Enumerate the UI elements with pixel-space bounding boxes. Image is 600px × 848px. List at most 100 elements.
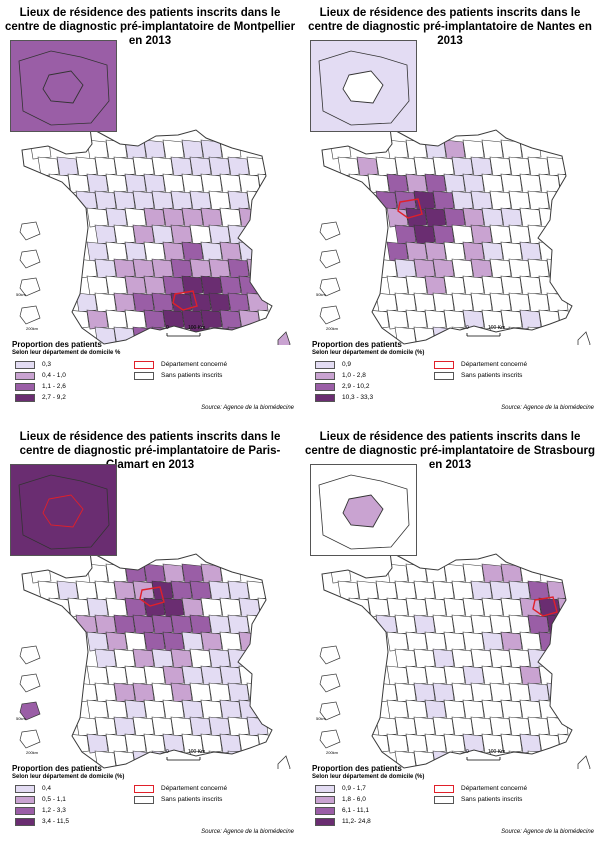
department-cell (538, 631, 561, 652)
department-cell (75, 258, 98, 279)
department-cell (375, 580, 398, 601)
department-cell (451, 614, 474, 635)
department-cell (394, 648, 417, 669)
map-legend: Proportion des patients Selon leur départ… (12, 764, 297, 829)
overseas-territory (319, 645, 341, 665)
department-cell (132, 614, 155, 635)
department-cell (124, 699, 147, 720)
department-cell (386, 733, 409, 754)
no-patients-label: Sans patients inscrits (161, 372, 223, 379)
department-cell (143, 631, 166, 652)
no-patients-swatch (134, 796, 154, 804)
department-cell (162, 563, 185, 584)
department-cell (162, 699, 185, 720)
department-cell (386, 631, 409, 652)
legend-class-label: 0,9 - 1,7 (342, 785, 366, 792)
department-cell (105, 563, 128, 584)
department-cell (432, 292, 455, 313)
department-cell (519, 699, 542, 720)
department-cell (413, 716, 436, 737)
overseas-territory (19, 729, 41, 749)
department-cell (405, 309, 428, 330)
department-cell (386, 241, 409, 262)
legend-class-label: 1,1 - 2,6 (42, 383, 66, 390)
department-cell (67, 309, 90, 330)
corsica (277, 331, 291, 345)
department-cell (113, 648, 136, 669)
department-cell (143, 597, 166, 618)
department-cell (162, 173, 185, 194)
department-cell (86, 241, 109, 262)
department-cell (143, 173, 166, 194)
department-cell (219, 733, 242, 754)
legend-class-3: 6,1 - 11,1 (312, 807, 597, 818)
department-cell (443, 699, 466, 720)
department-cell (170, 224, 193, 245)
concerned-department (139, 586, 165, 607)
department-cell (356, 156, 379, 177)
department-cell (481, 241, 504, 262)
department-cell (462, 597, 485, 618)
overseas-territory (19, 645, 41, 665)
department-cell (519, 207, 542, 228)
department-cell (432, 224, 455, 245)
department-cell (151, 292, 174, 313)
department-cell (170, 292, 193, 313)
legend-title: Proportion des patients (312, 764, 402, 773)
department-cell (219, 173, 242, 194)
department-cell (94, 258, 117, 279)
legend-class-4: 3,4 - 11,5 (12, 818, 297, 829)
department-cell (113, 190, 136, 211)
department-cell (181, 699, 204, 720)
department-cell (432, 580, 455, 601)
department-cell (246, 716, 269, 737)
department-cell (162, 631, 185, 652)
department-cell (538, 241, 561, 262)
legend-class-4: 11,2- 24,8 (312, 818, 597, 829)
department-cell (527, 580, 550, 601)
department-cell (151, 648, 174, 669)
overseas-territory (319, 673, 341, 693)
department-cell (443, 207, 466, 228)
department-cell (208, 716, 231, 737)
department-cell (48, 597, 71, 618)
department-cell (386, 207, 409, 228)
legend-swatch (15, 372, 35, 380)
inset-scale-50: 50km (16, 292, 26, 297)
department-cell (500, 631, 523, 652)
department-cell (462, 699, 485, 720)
department-cell (132, 258, 155, 279)
legend-title: Proportion des patients (12, 764, 102, 773)
inset-scale-200: 200km (26, 326, 39, 331)
department-cell (94, 682, 117, 703)
department-cell (432, 716, 455, 737)
department-cell (481, 665, 504, 686)
panel-title: Lieux de résidence des patients inscrits… (308, 7, 592, 47)
department-cell (375, 716, 398, 737)
legend-subtitle: Selon leur département de domicile % (12, 350, 121, 356)
department-cell (181, 563, 204, 584)
department-cell (500, 207, 523, 228)
department-cell (451, 580, 474, 601)
department-cell (124, 207, 147, 228)
map-panel-west: Lieux de résidence des patients inscrits… (300, 0, 600, 424)
department-cell (151, 190, 174, 211)
department-cell (208, 648, 231, 669)
department-cell (162, 309, 185, 330)
department-cell (386, 597, 409, 618)
department-cell (462, 207, 485, 228)
department-cell (162, 733, 185, 754)
department-cell (424, 275, 447, 296)
department-cell (424, 699, 447, 720)
department-cell (546, 156, 569, 177)
department-cell (481, 699, 504, 720)
department-cell (208, 156, 231, 177)
legend-swatch (15, 807, 35, 815)
department-cell (443, 631, 466, 652)
legend-class-2: 0,4 - 1,0 Sans patients inscrits (12, 372, 297, 383)
department-cell (546, 716, 569, 737)
concerned-department (172, 290, 198, 311)
overseas-territory (319, 221, 341, 241)
department-cell (105, 139, 128, 160)
department-cell (56, 156, 79, 177)
